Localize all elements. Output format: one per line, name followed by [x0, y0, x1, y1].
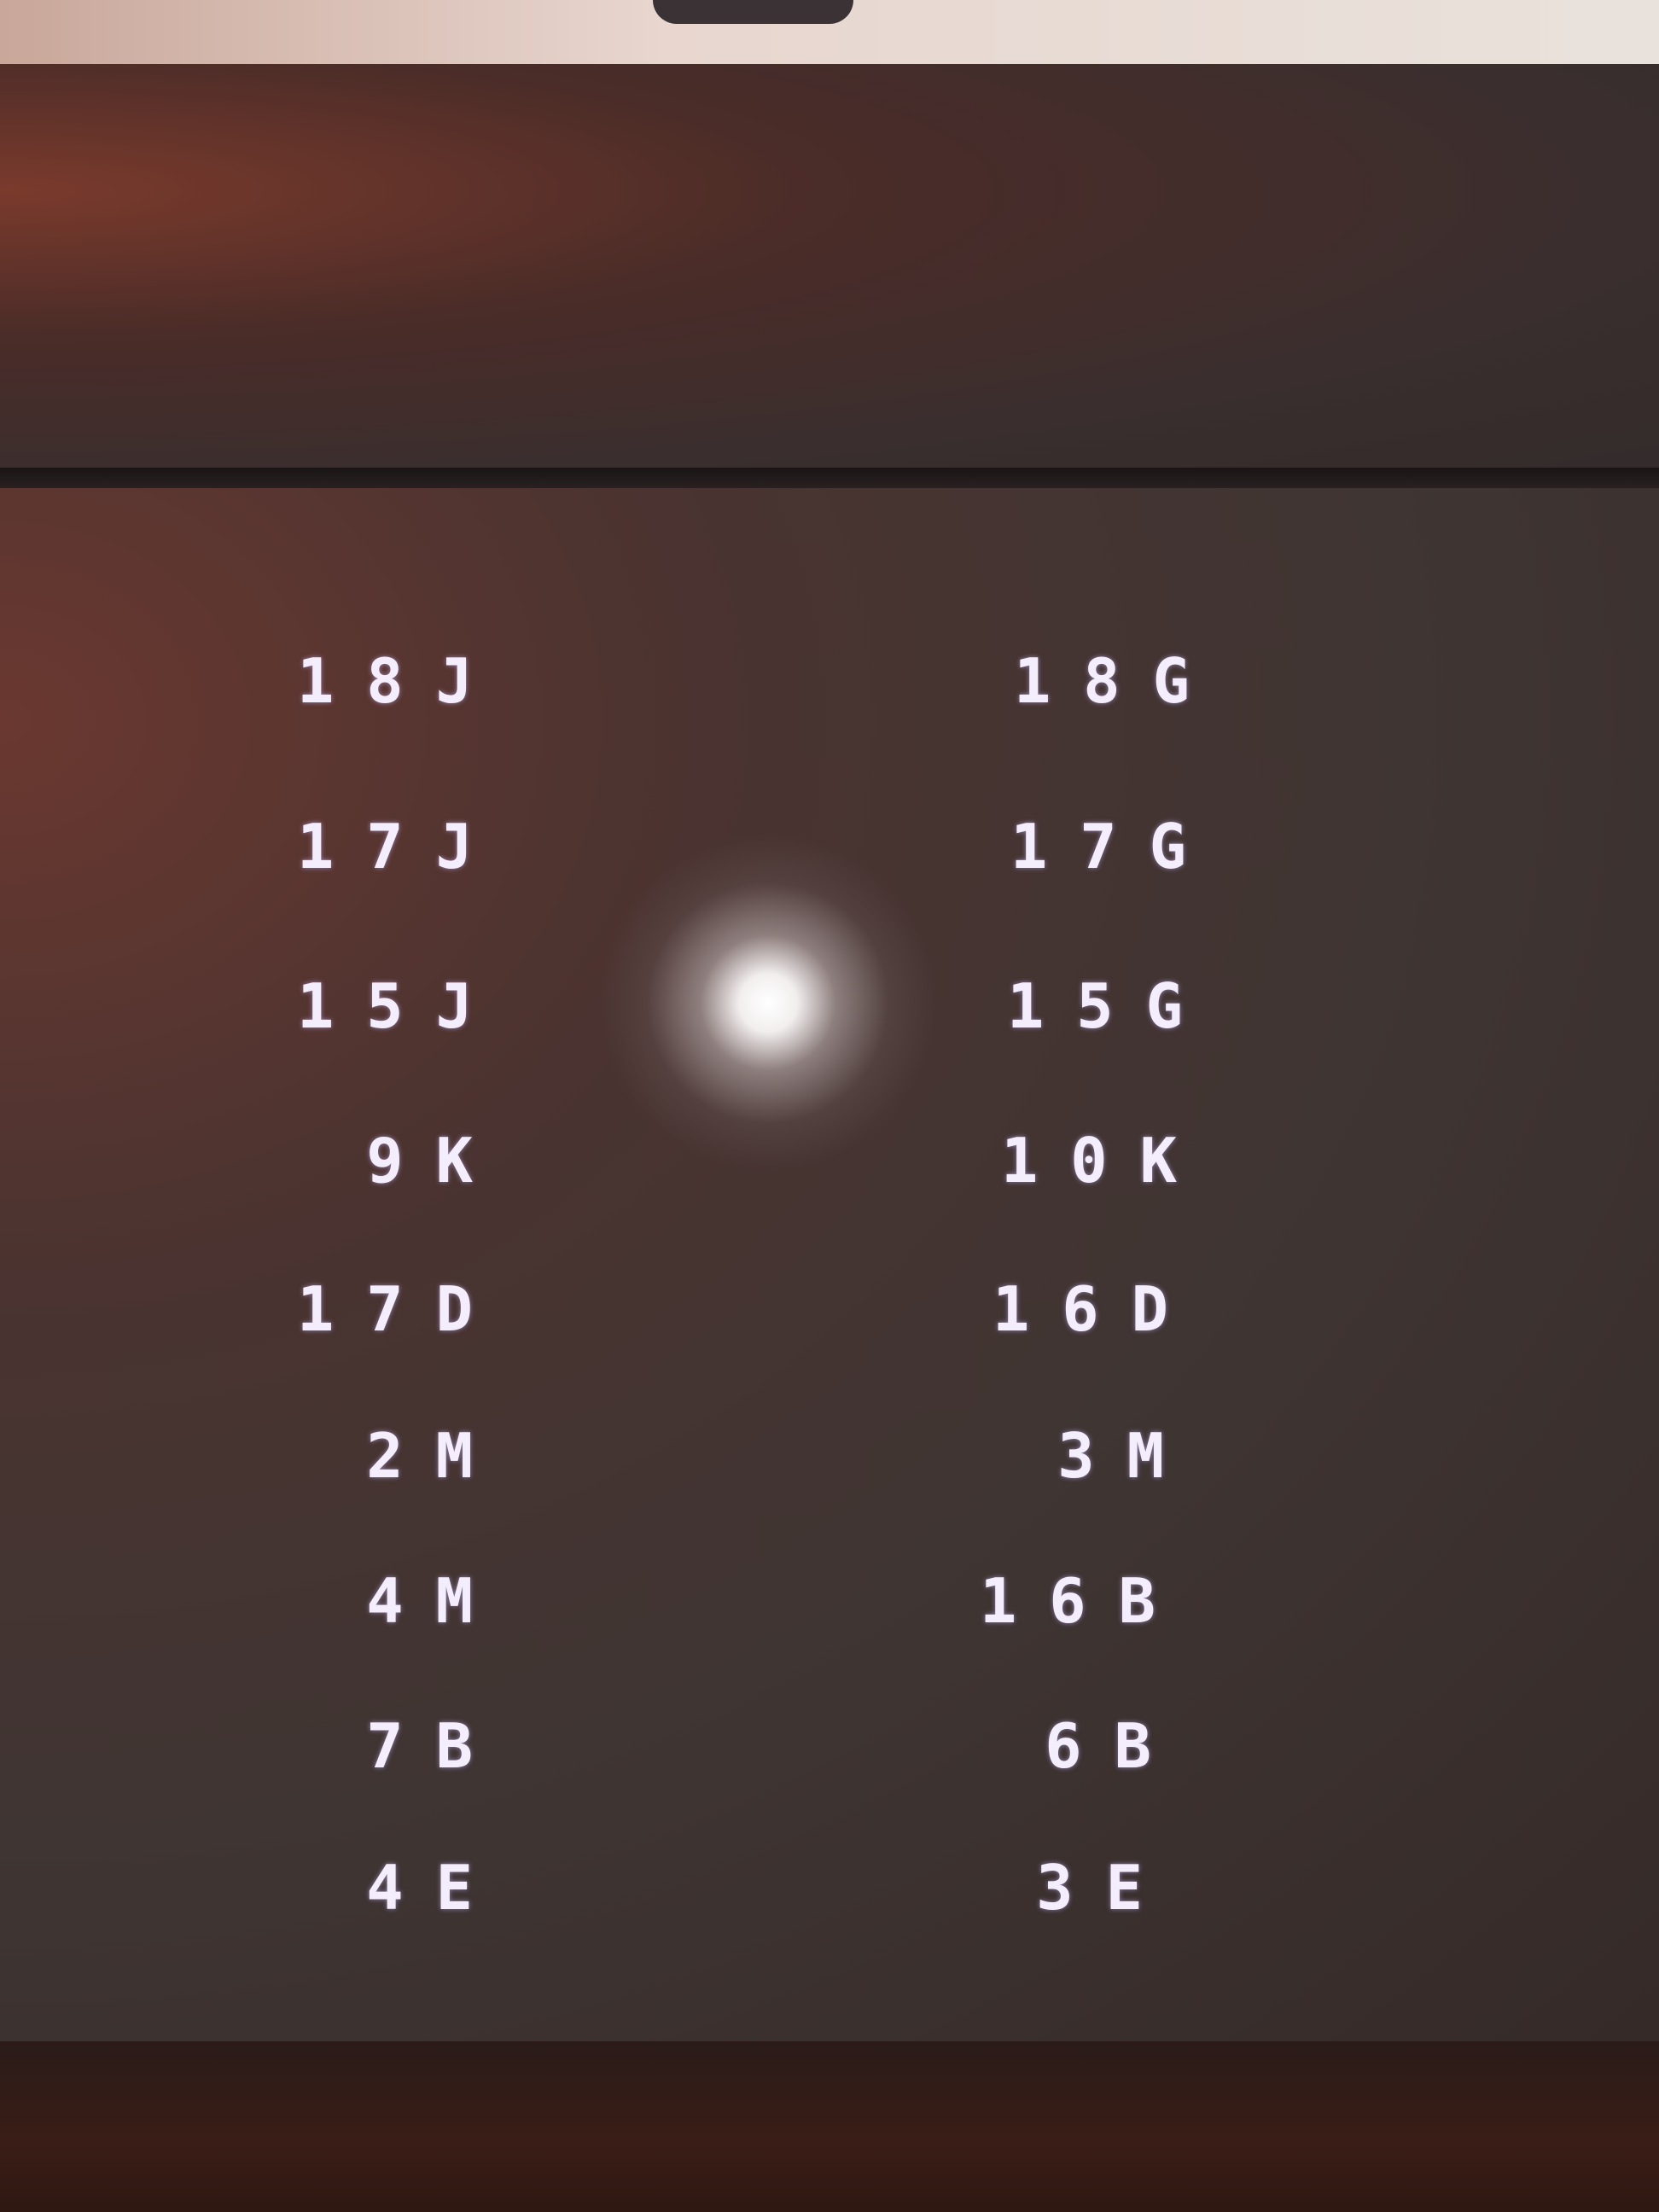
left-code: 2M [366, 1420, 505, 1492]
right-code: 3E [1036, 1852, 1175, 1924]
left-code: 4M [366, 1565, 505, 1637]
right-code: 18G [1013, 645, 1222, 717]
left-code: 15J [296, 970, 505, 1042]
right-code: 10K [1000, 1125, 1209, 1196]
right-code: 3M [1057, 1420, 1196, 1492]
right-code: 16D [992, 1273, 1201, 1345]
right-code: 6B [1045, 1710, 1184, 1782]
light-glare [597, 832, 939, 1173]
left-code: 9K [366, 1125, 505, 1196]
left-code: 7B [366, 1710, 505, 1782]
left-code: 17D [296, 1273, 505, 1345]
mount-knob [653, 0, 853, 24]
left-code: 18J [296, 645, 505, 717]
right-code: 16B [979, 1565, 1188, 1637]
right-code: 17G [1010, 811, 1219, 882]
bezel-edge [0, 468, 1659, 490]
display-bottom-frame [0, 2041, 1659, 2212]
display-screen [0, 488, 1659, 2041]
right-code: 15G [1006, 970, 1215, 1042]
left-code: 4E [366, 1852, 505, 1924]
left-code: 17J [296, 811, 505, 882]
display-bezel [0, 64, 1659, 486]
